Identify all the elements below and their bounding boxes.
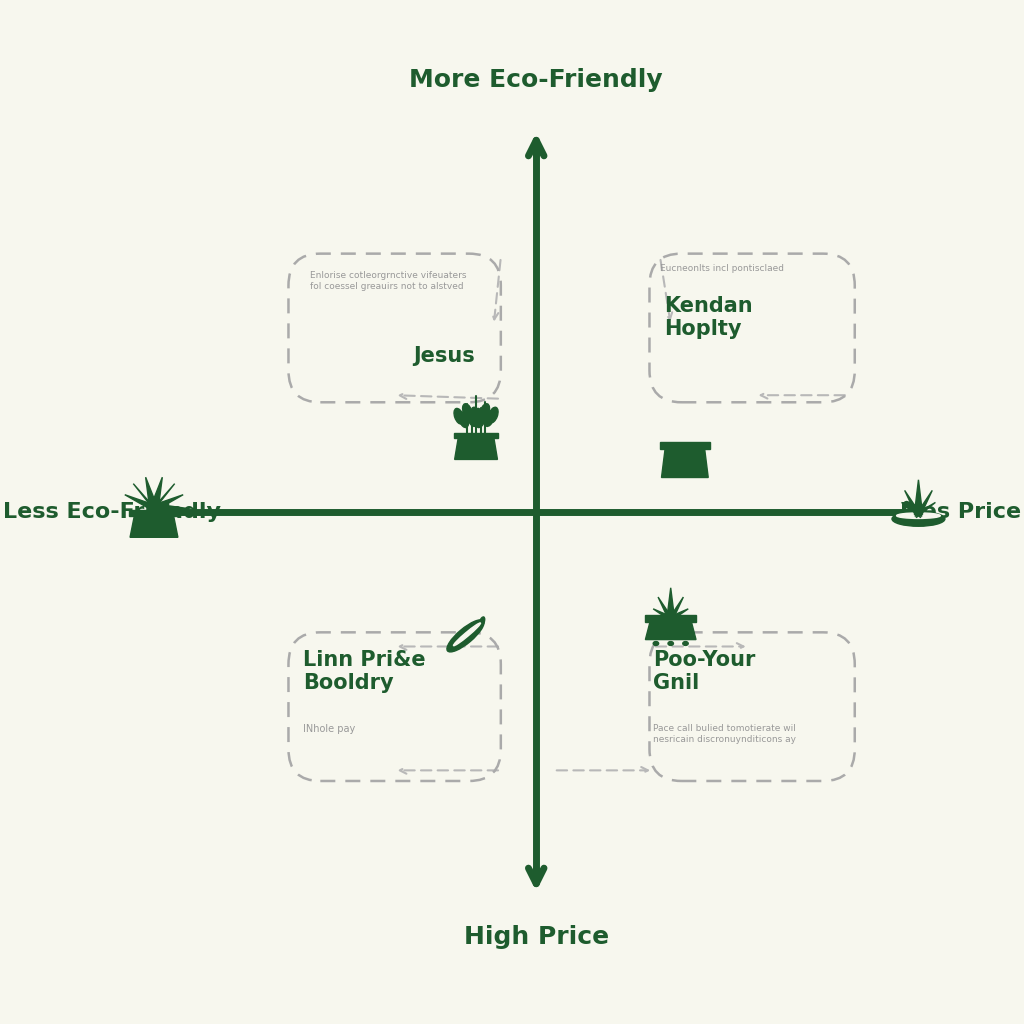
Polygon shape xyxy=(662,446,709,477)
Ellipse shape xyxy=(488,408,498,423)
Polygon shape xyxy=(455,436,498,460)
Text: Lies Price: Lies Price xyxy=(900,502,1022,522)
Polygon shape xyxy=(152,495,183,512)
Ellipse shape xyxy=(476,412,485,428)
Polygon shape xyxy=(669,609,688,623)
Ellipse shape xyxy=(653,642,658,645)
Ellipse shape xyxy=(471,409,481,424)
Polygon shape xyxy=(914,490,932,516)
Ellipse shape xyxy=(484,411,495,426)
Polygon shape xyxy=(901,503,921,518)
Polygon shape xyxy=(145,477,159,510)
Text: Enlorise cotleorgrnctive vifeuaters
fol coessel greauirs not to alstved: Enlorise cotleorgrnctive vifeuaters fol … xyxy=(309,271,466,291)
Polygon shape xyxy=(150,477,163,510)
Bar xyxy=(129,510,179,516)
Text: Kendan
Hoplty: Kendan Hoplty xyxy=(664,296,753,339)
Ellipse shape xyxy=(446,620,484,652)
Text: More Eco-Friendly: More Eco-Friendly xyxy=(410,69,663,92)
Ellipse shape xyxy=(683,642,688,645)
Text: INhole pay: INhole pay xyxy=(303,724,355,734)
Polygon shape xyxy=(151,483,175,511)
Polygon shape xyxy=(658,597,674,621)
Ellipse shape xyxy=(892,512,945,526)
Bar xyxy=(645,615,696,622)
Text: Eucneonlts incl pontisclaed: Eucneonlts incl pontisclaed xyxy=(660,264,784,273)
Polygon shape xyxy=(133,483,158,511)
Polygon shape xyxy=(653,609,673,623)
Polygon shape xyxy=(667,588,675,618)
Ellipse shape xyxy=(471,408,481,423)
Bar xyxy=(454,432,499,437)
Ellipse shape xyxy=(479,403,489,420)
Polygon shape xyxy=(154,504,186,513)
Text: Less Eco-Friendly: Less Eco-Friendly xyxy=(2,502,220,522)
Ellipse shape xyxy=(454,409,464,424)
Ellipse shape xyxy=(897,513,940,518)
Ellipse shape xyxy=(459,412,469,428)
Ellipse shape xyxy=(668,642,674,645)
Polygon shape xyxy=(125,495,156,512)
Polygon shape xyxy=(645,621,696,640)
Text: Pace call bulied tomotierate wil
nesricain discronuynditicons ay: Pace call bulied tomotierate wil nesrica… xyxy=(653,724,796,743)
Text: Jesus: Jesus xyxy=(414,346,475,366)
Text: Linn Pri&e
Booldry: Linn Pri&e Booldry xyxy=(303,650,425,693)
Bar xyxy=(659,441,711,449)
Polygon shape xyxy=(916,503,935,518)
Polygon shape xyxy=(668,597,683,621)
Text: High Price: High Price xyxy=(464,925,609,948)
Text: Poo-Your
Gnil: Poo-Your Gnil xyxy=(653,650,756,693)
Polygon shape xyxy=(914,480,923,514)
Ellipse shape xyxy=(463,403,472,420)
Ellipse shape xyxy=(479,616,484,628)
Polygon shape xyxy=(904,490,922,516)
Polygon shape xyxy=(130,514,178,538)
Ellipse shape xyxy=(467,411,477,426)
Ellipse shape xyxy=(454,623,480,646)
